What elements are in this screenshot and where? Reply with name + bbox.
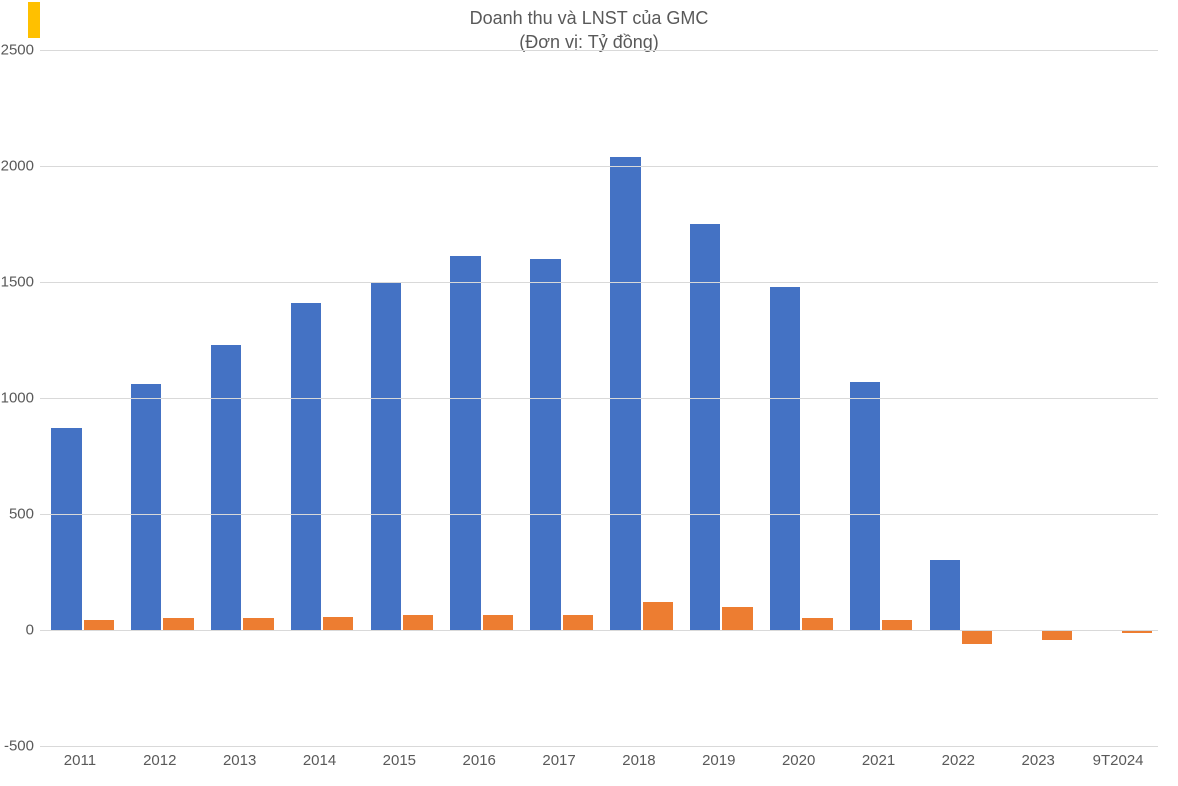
- x-tick-label: 2013: [223, 752, 256, 769]
- bar: [882, 620, 912, 630]
- bar: [563, 615, 593, 630]
- bar: [962, 630, 992, 644]
- y-tick-label: 0: [26, 622, 34, 639]
- x-tick-label: 2018: [622, 752, 655, 769]
- chart-title: Doanh thu và LNST của GMC (Đơn vị: Tỷ đồ…: [0, 6, 1178, 55]
- bar: [770, 287, 800, 630]
- x-tick-label: 2014: [303, 752, 336, 769]
- bar: [131, 384, 161, 630]
- x-tick-label: 2016: [463, 752, 496, 769]
- gridline: [40, 746, 1158, 747]
- x-tick-label: 2012: [143, 752, 176, 769]
- bar: [643, 602, 673, 630]
- bar: [51, 428, 81, 630]
- gridline: [40, 630, 1158, 631]
- x-tick-label: 9T2024: [1093, 752, 1144, 769]
- bar: [1042, 630, 1072, 640]
- bar: [84, 620, 114, 630]
- bar: [802, 618, 832, 630]
- bar: [722, 607, 752, 630]
- bar: [450, 256, 480, 630]
- x-tick-label: 2017: [542, 752, 575, 769]
- y-tick-label: 2500: [1, 42, 34, 59]
- y-tick-label: 1000: [1, 390, 34, 407]
- bar: [930, 560, 960, 630]
- y-tick-label: 1500: [1, 274, 34, 291]
- bar: [243, 618, 273, 630]
- x-tick-label: 2015: [383, 752, 416, 769]
- gridline: [40, 398, 1158, 399]
- y-tick-label: -500: [4, 738, 34, 755]
- x-tick-label: 2020: [782, 752, 815, 769]
- x-tick-label: 2021: [862, 752, 895, 769]
- x-tick-label: 2011: [64, 752, 96, 769]
- gridline: [40, 166, 1158, 167]
- x-tick-label: 2019: [702, 752, 735, 769]
- bar: [610, 157, 640, 630]
- chart-container: Doanh thu và LNST của GMC (Đơn vị: Tỷ đồ…: [0, 0, 1178, 786]
- bar: [371, 282, 401, 630]
- gridline: [40, 50, 1158, 51]
- gridline: [40, 514, 1158, 515]
- y-axis-labels: -50005001000150020002500: [0, 50, 38, 746]
- bar: [483, 615, 513, 630]
- bar: [530, 259, 560, 630]
- bar: [690, 224, 720, 630]
- bar: [291, 303, 321, 630]
- bar: [403, 615, 433, 630]
- x-tick-label: 2023: [1022, 752, 1055, 769]
- bar: [211, 345, 241, 630]
- plot-area: [40, 50, 1158, 746]
- y-tick-label: 2000: [1, 158, 34, 175]
- chart-title-line1: Doanh thu và LNST của GMC: [0, 6, 1178, 30]
- bar: [850, 382, 880, 630]
- x-tick-label: 2022: [942, 752, 975, 769]
- y-tick-label: 500: [9, 506, 34, 523]
- gridline: [40, 282, 1158, 283]
- bar: [163, 618, 193, 630]
- x-axis-labels: 2011 2012 2013 2014 2015 2016 2017 2018 2019 2020…: [40, 752, 1158, 776]
- bar: [323, 617, 353, 630]
